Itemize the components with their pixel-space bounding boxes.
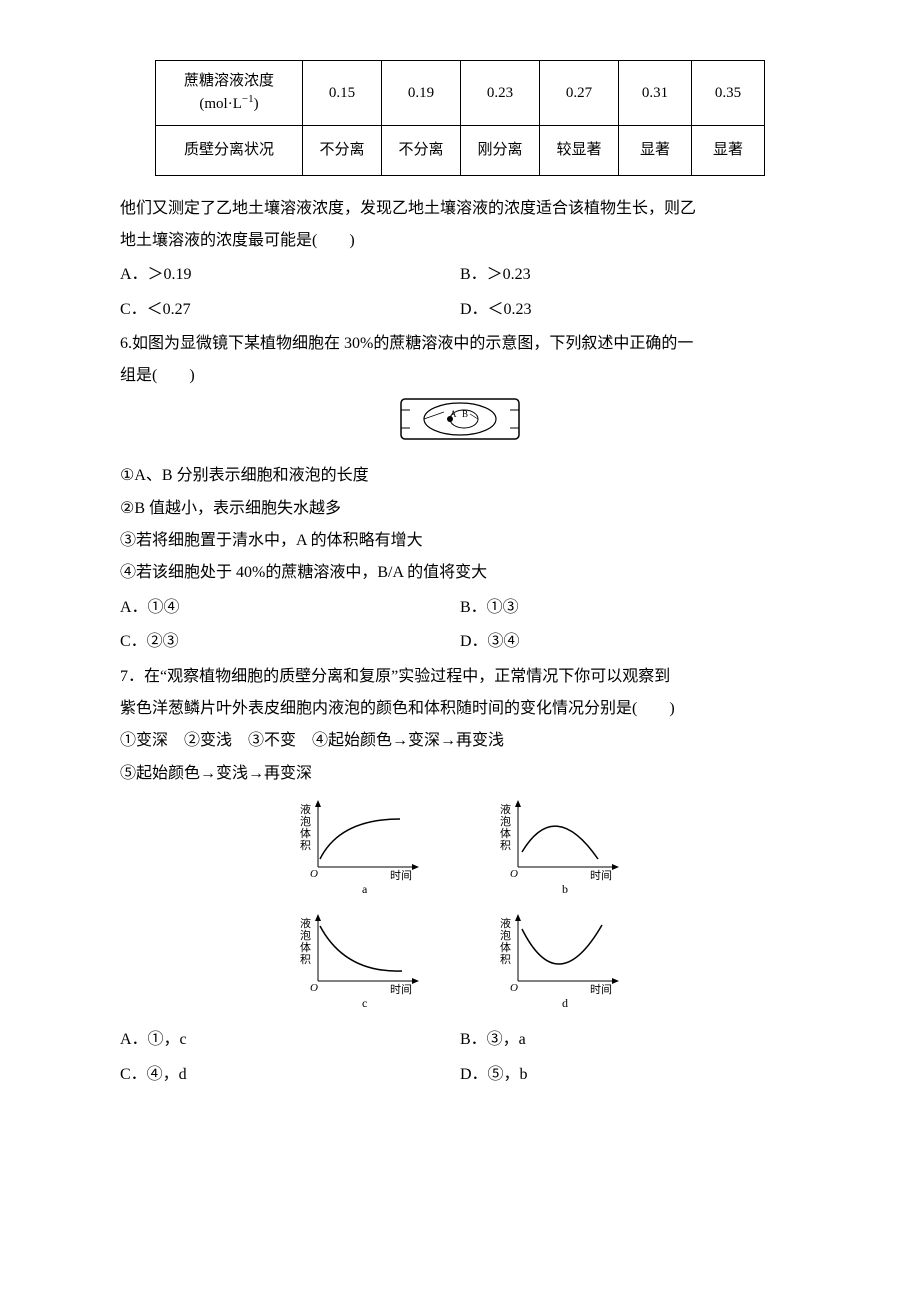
option-d: D．＜0.23 (460, 295, 800, 325)
option-c: C．＜0.27 (120, 295, 460, 325)
chart-a: 液 泡 体 积 O 时间 a (290, 797, 430, 897)
option-c: C．②③ (120, 627, 460, 657)
table-cell: 0.23 (461, 61, 540, 126)
statement-1: ①A、B 分别表示细胞和液泡的长度 (120, 461, 800, 491)
y-axis-label: 液 (500, 916, 511, 930)
x-axis-label: 时间 (590, 869, 612, 882)
y-axis-label: 积 (500, 839, 511, 852)
chart-row: 液 泡 体 积 O 时间 c 液 泡 体 积 O 时间 d (290, 911, 630, 1011)
statement-line: ⑤起始颜色→变浅→再变深 (120, 759, 800, 789)
chart-label: c (362, 996, 367, 1010)
table-row: 质壁分离状况 不分离 不分离 刚分离 较显著 显著 显著 (156, 126, 765, 176)
y-axis-label: 液 (500, 802, 511, 816)
chart-c: 液 泡 体 积 O 时间 c (290, 911, 430, 1011)
statement-4: ④若该细胞处于 40%的蔗糖溶液中，B/A 的值将变大 (120, 558, 800, 588)
cell-diagram: A B (120, 398, 800, 451)
question-text: 组是( ) (120, 361, 800, 391)
y-axis-label: 积 (300, 953, 311, 966)
question-text: 地土壤溶液的浓度最可能是( ) (120, 226, 800, 256)
y-axis-label: 体 (500, 826, 511, 840)
origin-label: O (510, 868, 518, 880)
label-b: B (462, 409, 468, 419)
x-axis-label: 时间 (390, 869, 412, 882)
origin-label: O (310, 982, 318, 994)
table-cell: 较显著 (540, 126, 619, 176)
y-axis-label: 体 (300, 940, 311, 954)
statement-line: ①变深 ②变浅 ③不变 ④起始颜色→变深→再变浅 (120, 726, 800, 756)
y-axis-label: 泡 (500, 928, 511, 942)
curve (522, 925, 602, 964)
cell-diagram-svg: A B (400, 398, 520, 440)
question-text: 他们又测定了乙地土壤溶液浓度，发现乙地土壤溶液的浓度适合该植物生长，则乙 (120, 194, 800, 224)
table-cell: 显著 (692, 126, 765, 176)
table-header-cell: 蔗糖溶液浓度 (mol·L−1) (156, 61, 303, 126)
table-cell: 不分离 (382, 126, 461, 176)
option-a: A．①，c (120, 1025, 460, 1055)
label-text: 蔗糖溶液浓度 (184, 73, 274, 89)
statement-2: ②B 值越小，表示细胞失水越多 (120, 494, 800, 524)
y-axis-label: 体 (300, 826, 311, 840)
table-cell: 0.27 (540, 61, 619, 126)
table-cell: 0.31 (619, 61, 692, 126)
arrow-icon (315, 914, 321, 921)
question-text: 7．在“观察植物细胞的质壁分离和复原”实验过程中，正常情况下你可以观察到 (120, 662, 800, 692)
arrow-icon (412, 978, 419, 984)
y-axis-label: 积 (300, 839, 311, 852)
label-a: A (450, 409, 457, 419)
table-cell: 0.15 (303, 61, 382, 126)
table-cell: 显著 (619, 126, 692, 176)
y-axis-label: 泡 (300, 928, 311, 942)
option-b: B．＞0.23 (460, 260, 800, 290)
chart-label: d (562, 996, 568, 1010)
arrow-icon (515, 914, 521, 921)
label-text: (mol·L (199, 96, 242, 112)
x-axis-label: 时间 (390, 983, 412, 996)
y-axis-label: 液 (300, 916, 311, 930)
arrow-icon (515, 800, 521, 807)
option-d: D．⑤，b (460, 1060, 800, 1090)
curve (320, 819, 400, 859)
question-text: 6.如图为显微镜下某植物细胞在 30%的蔗糖溶液中的示意图，下列叙述中正确的一 (120, 329, 800, 359)
option-a: A．①④ (120, 593, 460, 623)
chart-d: 液 泡 体 积 O 时间 d (490, 911, 630, 1011)
arrow-icon (612, 978, 619, 984)
table-cell: 刚分离 (461, 126, 540, 176)
y-axis-label: 液 (300, 802, 311, 816)
table-cell: 不分离 (303, 126, 382, 176)
arrow-icon (612, 864, 619, 870)
curve (320, 926, 402, 971)
option-b: B．①③ (460, 593, 800, 623)
option-b: B．③，a (460, 1025, 800, 1055)
charts-grid: 液 泡 体 积 O 时间 a 液 泡 体 积 O 时间 b (120, 797, 800, 1011)
arrow-icon (412, 864, 419, 870)
chart-row: 液 泡 体 积 O 时间 a 液 泡 体 积 O 时间 b (290, 797, 630, 897)
table-header-cell: 质壁分离状况 (156, 126, 303, 176)
table-row: 蔗糖溶液浓度 (mol·L−1) 0.15 0.19 0.23 0.27 0.3… (156, 61, 765, 126)
table-cell: 0.35 (692, 61, 765, 126)
x-axis-label: 时间 (590, 983, 612, 996)
arrow-icon (315, 800, 321, 807)
statement-3: ③若将细胞置于清水中，A 的体积略有增大 (120, 526, 800, 556)
table-cell: 0.19 (382, 61, 461, 126)
y-axis-label: 体 (500, 940, 511, 954)
chart-label: a (362, 882, 368, 896)
question-text: 紫色洋葱鳞片叶外表皮细胞内液泡的颜色和体积随时间的变化情况分别是( ) (120, 694, 800, 724)
label-text: ) (254, 96, 259, 112)
y-axis-label: 泡 (500, 814, 511, 828)
option-a: A．＞0.19 (120, 260, 460, 290)
curve (522, 826, 598, 859)
option-d: D．③④ (460, 627, 800, 657)
y-axis-label: 积 (500, 953, 511, 966)
origin-label: O (510, 982, 518, 994)
origin-label: O (310, 868, 318, 880)
y-axis-label: 泡 (300, 814, 311, 828)
chart-label: b (562, 882, 568, 896)
label-text: −1 (242, 93, 254, 105)
concentration-table: 蔗糖溶液浓度 (mol·L−1) 0.15 0.19 0.23 0.27 0.3… (155, 60, 765, 176)
chart-b: 液 泡 体 积 O 时间 b (490, 797, 630, 897)
option-c: C．④，d (120, 1060, 460, 1090)
